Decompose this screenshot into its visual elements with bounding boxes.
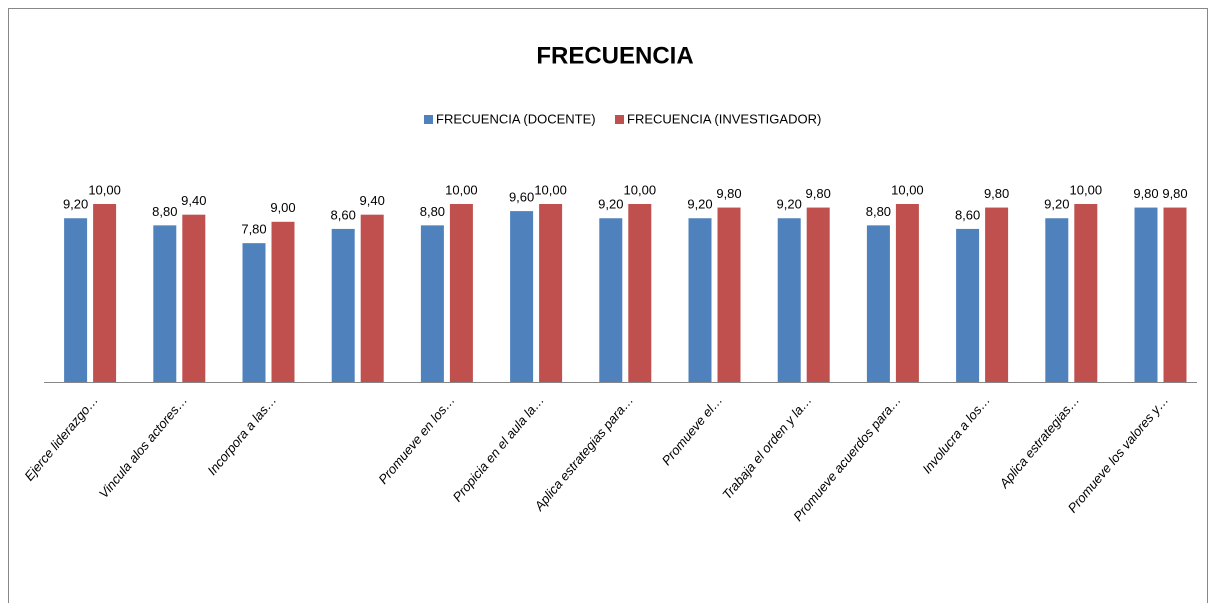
value-label: 9,80 bbox=[1162, 186, 1187, 201]
value-label: 9,40 bbox=[360, 193, 385, 208]
value-label: 9,80 bbox=[984, 186, 1009, 201]
value-label: 9,20 bbox=[598, 197, 623, 212]
value-label: 9,80 bbox=[1133, 186, 1158, 201]
bar bbox=[717, 207, 741, 382]
value-label: 9,20 bbox=[1044, 197, 1069, 212]
value-label: 10,00 bbox=[624, 182, 657, 197]
bar bbox=[806, 207, 830, 382]
bar bbox=[777, 218, 801, 382]
value-label: 9,20 bbox=[63, 197, 88, 212]
value-label: 9,40 bbox=[181, 193, 206, 208]
value-label: 10,00 bbox=[1070, 182, 1103, 197]
value-label: 9,20 bbox=[777, 197, 802, 212]
bar bbox=[895, 204, 919, 382]
value-label: 9,00 bbox=[270, 200, 295, 215]
bar bbox=[985, 207, 1009, 382]
bar bbox=[1074, 204, 1098, 382]
value-label: 8,80 bbox=[866, 204, 891, 219]
bar bbox=[688, 218, 712, 382]
value-label: 8,80 bbox=[420, 204, 445, 219]
bar bbox=[1134, 207, 1158, 382]
bar bbox=[539, 204, 563, 382]
value-label: 10,00 bbox=[534, 182, 567, 197]
value-label: 8,80 bbox=[152, 204, 177, 219]
bar bbox=[449, 204, 473, 382]
value-label: 9,80 bbox=[716, 186, 741, 201]
value-label: 9,20 bbox=[687, 197, 712, 212]
chart-title: FRECUENCIA bbox=[536, 42, 693, 69]
value-label: 7,80 bbox=[241, 222, 266, 237]
legend-label: FRECUENCIA (INVESTIGADOR) bbox=[627, 111, 821, 126]
value-label: 8,60 bbox=[955, 207, 980, 222]
legend-label: FRECUENCIA (DOCENTE) bbox=[436, 111, 596, 126]
bar bbox=[153, 225, 177, 382]
bar bbox=[242, 243, 266, 382]
value-label: 10,00 bbox=[88, 182, 121, 197]
legend-swatch bbox=[424, 115, 433, 124]
bar bbox=[628, 204, 652, 382]
bar bbox=[866, 225, 890, 382]
bar bbox=[331, 228, 355, 382]
value-label: 9,60 bbox=[509, 190, 534, 205]
bar bbox=[1045, 218, 1069, 382]
bar bbox=[956, 228, 980, 382]
bar bbox=[93, 204, 117, 382]
bar bbox=[64, 218, 88, 382]
value-label: 10,00 bbox=[445, 182, 478, 197]
bar bbox=[510, 211, 534, 382]
value-label: 8,60 bbox=[331, 207, 356, 222]
legend-swatch bbox=[615, 115, 624, 124]
bar bbox=[420, 225, 444, 382]
bar bbox=[599, 218, 623, 382]
value-label: 10,00 bbox=[891, 182, 924, 197]
bar bbox=[182, 214, 206, 382]
bar bbox=[1163, 207, 1187, 382]
value-label: 9,80 bbox=[806, 186, 831, 201]
bar bbox=[271, 221, 295, 382]
bar bbox=[360, 214, 384, 382]
